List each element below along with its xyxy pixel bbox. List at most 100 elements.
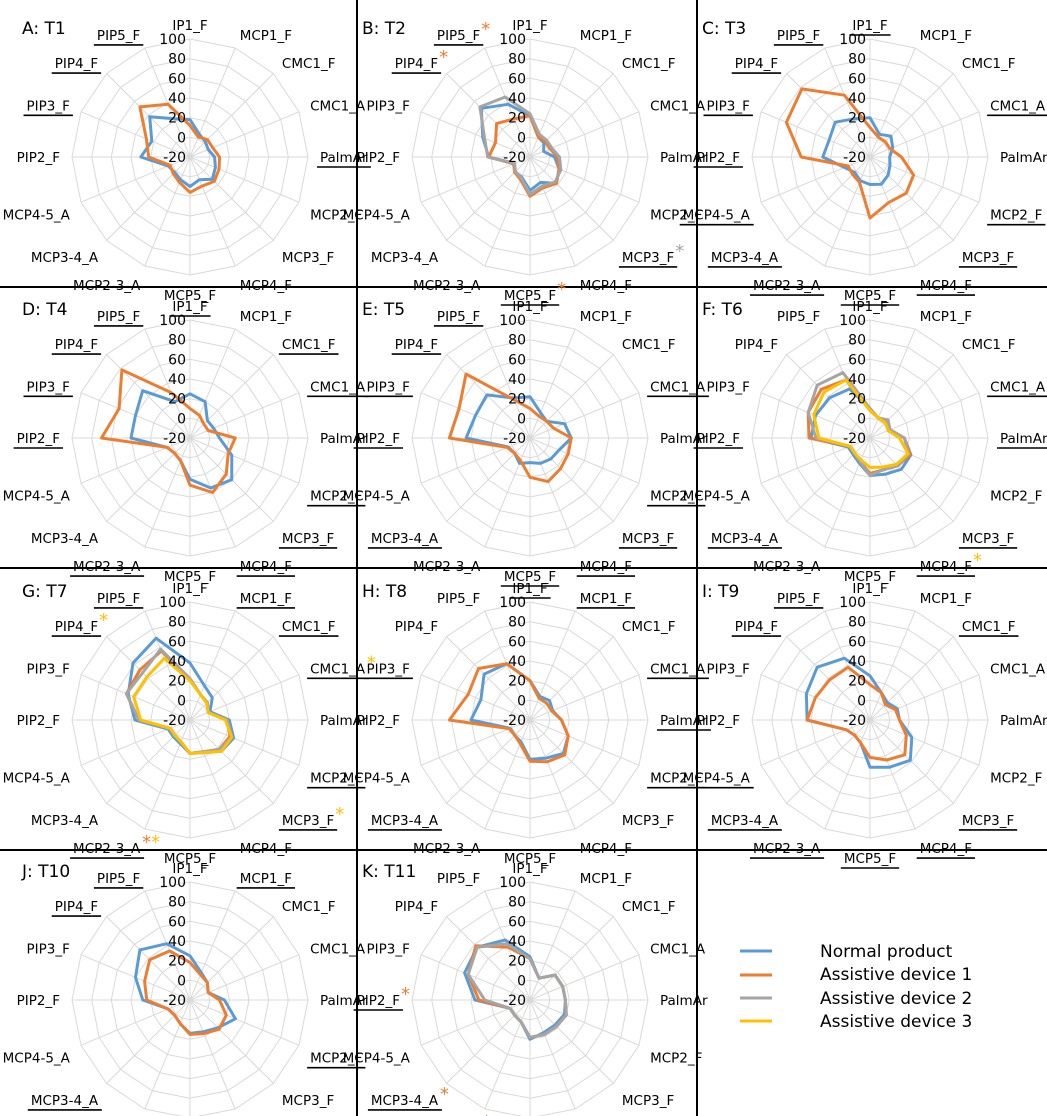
axis-label-mcp1-f: MCP1_F <box>920 309 972 325</box>
grid-spoke <box>189 156 274 241</box>
significance-star: * <box>439 47 448 68</box>
radial-tick-label: -20 <box>163 993 186 1009</box>
grid-spoke <box>420 719 531 766</box>
axis-label-mcp5-f: MCP5_F <box>164 851 216 867</box>
axis-label-pip5-f: PIP5_F <box>97 591 140 607</box>
series-assistive-device-1 <box>784 87 916 220</box>
grid-spoke <box>484 999 531 1110</box>
grid-spoke <box>869 719 916 830</box>
series-assistive-device-1 <box>100 368 237 494</box>
grid-spoke <box>786 73 871 158</box>
grid-spoke <box>529 954 640 1001</box>
grid-spoke <box>529 636 614 721</box>
axis-label-pip3-f: PIP3_F <box>27 941 70 957</box>
radial-tick-label: 100 <box>839 32 866 48</box>
grid-spoke <box>869 156 916 267</box>
significance-star: * <box>99 610 108 631</box>
axis-label-palmar: PalmAr <box>1000 150 1047 166</box>
axis-label-pip3-f: PIP3_F <box>707 661 750 677</box>
axis-label-cmc1-f: CMC1_F <box>282 337 336 353</box>
axis-label-mcp5-f: MCP5_F <box>504 851 556 867</box>
panel-title: J: T10 <box>21 862 70 882</box>
significance-star: * <box>481 19 490 40</box>
radar-panel-h-t8: H: T8 100 80 60 40 20 0 -20 IP1_F MCP1_F CMC1_F CMC… <box>343 581 711 867</box>
series-assistive-device-2 <box>466 942 568 1039</box>
axis-label-mcp1-f: MCP1_F <box>920 591 972 607</box>
radial-tick-label: 0 <box>857 693 866 709</box>
axis-label-pip4-f: PIP4_F <box>55 337 98 353</box>
axis-label-ip1-f: IP1_F <box>172 18 207 34</box>
grid-spoke <box>869 610 916 721</box>
axis-label-mcp1-f: MCP1_F <box>240 591 292 607</box>
grid-spoke <box>869 437 916 548</box>
radial-tick-label: 20 <box>848 392 866 408</box>
grid-spoke <box>824 156 871 267</box>
radar-panels: A: T1 100 80 60 40 20 0 -20 IP1_F MCP1_F CMC1_F CMC… <box>3 18 1047 1116</box>
grid-spoke <box>824 47 871 158</box>
axis-label-pip5-f: PIP5_F <box>437 309 480 325</box>
axis-label-cmc1-f: CMC1_F <box>622 56 676 72</box>
grid-spoke <box>446 719 531 804</box>
legend: Normal product Assistive device 1 Assist… <box>740 942 972 1032</box>
axis-label-pip3-f: PIP3_F <box>707 379 750 395</box>
grid-spoke <box>869 437 954 522</box>
legend-label-normal-product: Normal product <box>820 942 953 962</box>
radial-tick-label: 0 <box>177 130 186 146</box>
axis-label-cmc1-f: CMC1_F <box>962 619 1016 635</box>
axis-label-mcp3-4-a: MCP3-4_A <box>711 250 779 266</box>
axis-label-mcp4-5-a: MCP4-5_A <box>343 1051 411 1067</box>
radial-tick-label: 100 <box>159 313 186 329</box>
grid-spoke <box>529 437 640 484</box>
axis-label-mcp5-f: MCP5_F <box>504 569 556 585</box>
axis-label-mcp1-f: MCP1_F <box>240 871 292 887</box>
axis-label-pip2-f: PIP2_F <box>697 431 740 447</box>
axis-label-pip4-f: PIP4_F <box>735 619 778 635</box>
axis-label-mcp3-f: MCP3_F <box>622 531 674 547</box>
grid-spoke <box>189 719 236 830</box>
grid-spoke <box>484 47 531 158</box>
axis-label-pip5-f: PIP5_F <box>777 309 820 325</box>
grid-spoke <box>869 354 954 439</box>
axis-label-mcp3-f: MCP3_F <box>622 250 674 266</box>
axis-label-pip5-f: PIP5_F <box>777 591 820 607</box>
significance-star: * <box>151 832 160 853</box>
radial-tick-label: 100 <box>839 595 866 611</box>
axis-label-mcp4-5-a: MCP4-5_A <box>683 771 751 787</box>
axis-label-cmc1-a: CMC1_A <box>310 661 366 677</box>
grid-spoke <box>786 437 871 522</box>
grid-spoke <box>420 674 531 721</box>
grid-spoke <box>144 47 191 158</box>
axis-label-mcp4-5-a: MCP4-5_A <box>683 208 751 224</box>
axis-label-mcp2-3-a: MCP2-3_A <box>73 841 141 857</box>
axis-label-palmar: PalmAr <box>320 150 368 166</box>
radial-tick-label: 20 <box>168 674 186 690</box>
axis-label-mcp2-3-a: MCP2-3_A <box>73 559 141 575</box>
axis-label-pip4-f: PIP4_F <box>395 337 438 353</box>
significance-star: * <box>367 652 376 673</box>
axis-label-mcp4-f: MCP4_F <box>920 841 972 857</box>
grid-spoke <box>760 111 871 158</box>
grid-spoke <box>80 111 191 158</box>
grid-spoke <box>529 999 576 1110</box>
series-assistive-device-2 <box>806 371 910 477</box>
axis-label-cmc1-f: CMC1_F <box>962 337 1016 353</box>
axis-label-mcp2-f: MCP2_F <box>650 1051 702 1067</box>
grid-spoke <box>144 156 191 267</box>
grid-spoke <box>869 437 980 484</box>
axis-label-pip3-f: PIP3_F <box>27 379 70 395</box>
radial-tick-label: -20 <box>503 431 526 447</box>
grid-spoke <box>106 73 191 158</box>
axis-label-mcp2-f: MCP2_F <box>310 771 362 787</box>
radial-tick-label: 0 <box>517 130 526 146</box>
axis-label-mcp3-f: MCP3_F <box>282 531 334 547</box>
radial-tick-label: 80 <box>848 615 866 631</box>
axis-label-mcp4-f: MCP4_F <box>580 559 632 575</box>
axis-label-mcp4-f: MCP4_F <box>920 559 972 575</box>
axis-label-pip2-f: PIP2_F <box>357 431 400 447</box>
axis-label-mcp4-f: MCP4_F <box>580 841 632 857</box>
radial-tick-label: 40 <box>848 654 866 670</box>
axis-label-mcp5-f: MCP5_F <box>164 288 216 304</box>
axis-label-pip2-f: PIP2_F <box>357 993 400 1009</box>
grid-spoke <box>529 610 576 721</box>
radial-tick-label: -20 <box>163 431 186 447</box>
